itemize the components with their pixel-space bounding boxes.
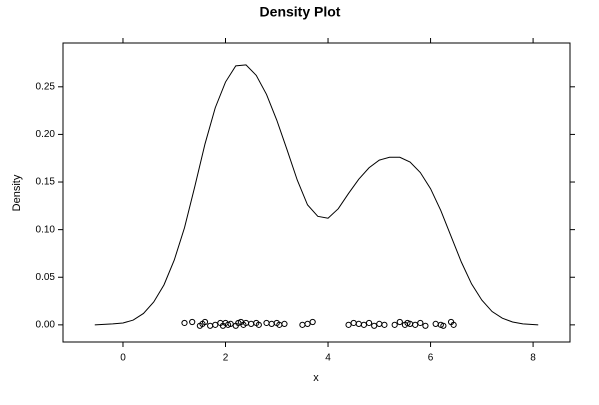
rug-point [417, 319, 424, 327]
rug-point [212, 321, 219, 328]
rug-point [391, 321, 398, 328]
rug-point [268, 320, 275, 328]
rug-point [255, 321, 262, 328]
rug-point [381, 321, 388, 328]
x-tick-label: 4 [325, 353, 331, 364]
rug-point [371, 322, 378, 329]
rug-point [360, 321, 368, 328]
rug-point [450, 321, 457, 328]
panel-border [62, 42, 571, 343]
rug-point [355, 320, 362, 328]
rug-point [227, 320, 234, 328]
rug-point [201, 318, 209, 326]
rug-point [181, 319, 188, 327]
y-tick-label: 0.25 [36, 81, 56, 92]
y-axis-label: Density [11, 174, 23, 211]
rug-point [440, 322, 447, 329]
chart-title: Density Plot [260, 4, 341, 20]
y-tick-label: 0.00 [36, 320, 56, 331]
rug-point [304, 320, 311, 328]
x-axis-label: x [313, 372, 319, 384]
density-curve [94, 64, 539, 326]
rug-point [365, 319, 373, 327]
x-tick-label: 2 [223, 353, 229, 364]
y-tick-label: 0.10 [36, 224, 56, 235]
x-tick-label: 6 [428, 353, 434, 364]
x-tick-label: 8 [530, 353, 536, 364]
rug-point [263, 319, 270, 327]
rug-point [396, 318, 403, 326]
rug-point [412, 321, 419, 328]
y-tick-label: 0.20 [36, 129, 56, 140]
rug-point [422, 322, 429, 329]
rug-point [189, 318, 196, 326]
y-tick-label: 0.15 [36, 177, 56, 188]
y-tick-label: 0.05 [36, 272, 56, 283]
rug-point [299, 321, 306, 328]
rug-point [248, 320, 255, 328]
rug-point [207, 322, 214, 329]
rug-point [281, 320, 288, 328]
rug-point [350, 319, 357, 327]
x-tick-label: 0 [120, 353, 126, 364]
rug-point [432, 320, 439, 328]
rug-point [376, 320, 383, 328]
rug-point [309, 318, 316, 326]
rug-point [345, 321, 352, 328]
